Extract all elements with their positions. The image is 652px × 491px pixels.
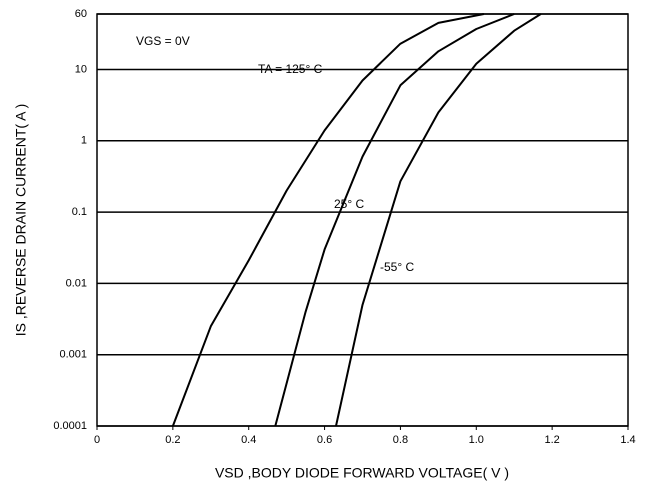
y-tick-label: 10 [75, 63, 87, 75]
x-tick-label: 1.4 [620, 434, 635, 446]
y-tick-label: 0.01 [66, 277, 87, 289]
y-tick-label: 0.001 [59, 349, 87, 361]
y-tick-label: 1 [81, 135, 87, 147]
x-tick-label: 0.6 [317, 434, 332, 446]
x-tick-label: 0.4 [241, 434, 256, 446]
annotation: 25° C [334, 197, 364, 211]
x-tick-label: 1.2 [544, 434, 559, 446]
curve [171, 13, 485, 427]
x-tick-label: 1.0 [469, 434, 484, 446]
annotation: -55° C [380, 260, 414, 274]
y-axis-label: IS ,REVERSE DRAIN CURRENT( A ) [13, 104, 29, 337]
y-tick-label: 60 [75, 8, 87, 20]
x-tick-label: 0.2 [165, 434, 180, 446]
annotation: VGS = 0V [136, 34, 190, 48]
x-axis-label: VSD ,BODY DIODE FORWARD VOLTAGE( V ) [215, 465, 509, 481]
y-tick-label: 0.0001 [53, 420, 87, 432]
x-tick-label: 0 [94, 434, 100, 446]
curve [274, 13, 515, 427]
curve [335, 13, 542, 427]
y-tick-label: 0.1 [72, 206, 87, 218]
x-tick-label: 0.8 [393, 434, 408, 446]
plot-frame [96, 13, 629, 427]
